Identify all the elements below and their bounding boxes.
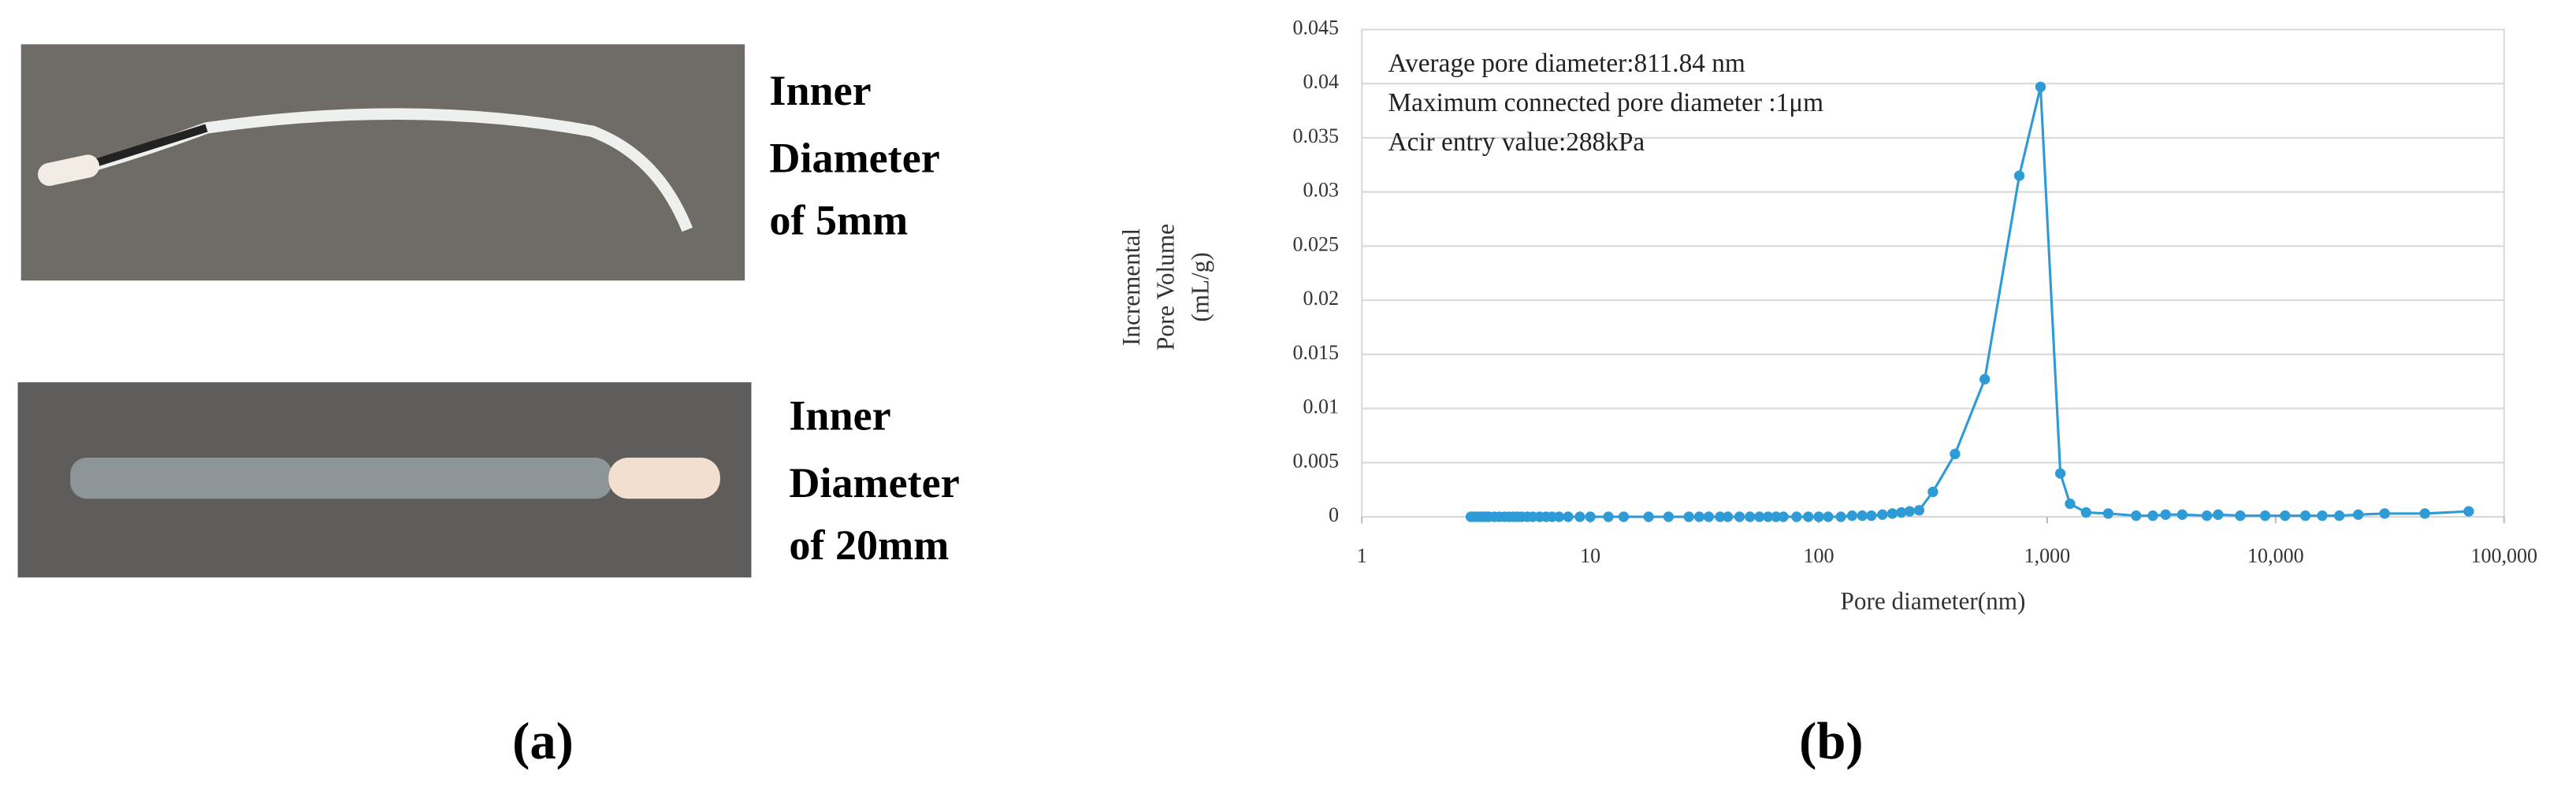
data-point (2147, 510, 2158, 521)
data-point (1585, 511, 1596, 522)
y-tick-label: 0.04 (1303, 70, 1340, 93)
data-point (1574, 511, 1585, 522)
y-tick-label: 0.02 (1303, 287, 1340, 310)
photo-label: of 5mm (769, 197, 908, 244)
data-point (1896, 506, 1907, 518)
data-point (2259, 510, 2271, 521)
data-point (1643, 511, 1654, 522)
data-point (1927, 486, 1939, 498)
y-axis-label: Pore Volume (1152, 224, 1180, 351)
data-point (1683, 511, 1694, 522)
tip (38, 154, 100, 186)
data-point (1778, 511, 1789, 522)
data-point (2102, 508, 2114, 519)
y-tick-label: 0.015 (1293, 341, 1340, 364)
data-point (1950, 448, 1961, 459)
photo-label: Inner (769, 67, 871, 114)
data-point (1663, 511, 1675, 522)
data-point (2235, 510, 2246, 521)
x-tick-label: 10 (1580, 544, 1600, 567)
data-point (1693, 511, 1705, 522)
data-point (1603, 511, 1614, 522)
data-point (2463, 506, 2474, 517)
data-point (1904, 506, 1916, 517)
data-point (2065, 498, 2076, 510)
data-point (2419, 508, 2430, 519)
data-point (1835, 511, 1846, 522)
data-point (2160, 509, 2171, 520)
data-point (1866, 510, 1877, 521)
y-tick-label: 0.035 (1293, 124, 1340, 147)
data-point (1703, 511, 1715, 522)
y-tick-label: 0.03 (1303, 179, 1340, 202)
tip (608, 458, 720, 499)
data-point (1803, 511, 1814, 522)
data-point (2353, 509, 2364, 520)
data-point (2213, 509, 2224, 520)
y-tick-label: 0.01 (1303, 395, 1340, 418)
data-point (1763, 511, 1774, 522)
data-point (2176, 509, 2188, 520)
data-point (1823, 511, 1834, 522)
panel-label: (a) (512, 713, 574, 770)
x-tick-label: 100,000 (2470, 544, 2537, 567)
data-point (1715, 511, 1726, 522)
panel-label: (b) (1799, 713, 1863, 770)
data-point (1618, 511, 1630, 522)
photo-label: Diameter (789, 459, 959, 506)
photo (20, 44, 745, 281)
x-axis-label: Pore diameter(nm) (1841, 588, 2026, 615)
y-axis-label: Incremental (1117, 228, 1145, 346)
data-point (2080, 506, 2091, 518)
data-point (1791, 511, 1802, 522)
data-point (2201, 510, 2213, 521)
photo-label: Diameter (769, 135, 939, 182)
data-point (1857, 510, 1868, 521)
annotation: Acir entry value:288kPa (1388, 128, 1645, 157)
data-point (1754, 511, 1765, 522)
data-point (2013, 170, 2025, 181)
tube (70, 458, 612, 499)
data-point (1913, 505, 1925, 516)
photo-label: of 20mm (789, 521, 949, 569)
y-tick-label: 0.045 (1293, 16, 1340, 39)
data-point (1846, 510, 1858, 521)
data-point (1771, 511, 1782, 522)
x-tick-label: 1 (1357, 544, 1367, 567)
data-point (2379, 508, 2390, 519)
data-point (1563, 511, 1574, 522)
y-tick-label: 0.005 (1293, 449, 1340, 472)
annotation: Maximum connected pore diameter :1μm (1388, 88, 1824, 117)
photo-label: Inner (789, 392, 890, 440)
data-point (2333, 510, 2345, 521)
data-point (2280, 510, 2291, 521)
data-point (1979, 373, 1991, 385)
data-point (2317, 510, 2328, 521)
data-point (1886, 508, 1898, 519)
annotation: Average pore diameter:811.84 nm (1388, 49, 1745, 78)
data-point (1877, 509, 1888, 520)
data-point (2131, 510, 2142, 521)
data-point (1734, 511, 1745, 522)
data-point (2299, 510, 2311, 521)
y-tick-label: 0 (1329, 503, 1339, 526)
data-point (2054, 468, 2066, 479)
data-point (1745, 511, 1756, 522)
data-point (1553, 511, 1565, 522)
plot-frame (1361, 28, 2505, 518)
x-tick-label: 1,000 (2024, 544, 2071, 567)
data-point (1813, 511, 1824, 522)
y-tick-label: 0.025 (1293, 232, 1340, 255)
x-tick-label: 10,000 (2247, 544, 2304, 567)
x-tick-label: 100 (1804, 544, 1834, 567)
data-point (1722, 511, 1734, 522)
data-point (2035, 81, 2046, 93)
y-axis-label: (mL/g) (1186, 252, 1214, 321)
